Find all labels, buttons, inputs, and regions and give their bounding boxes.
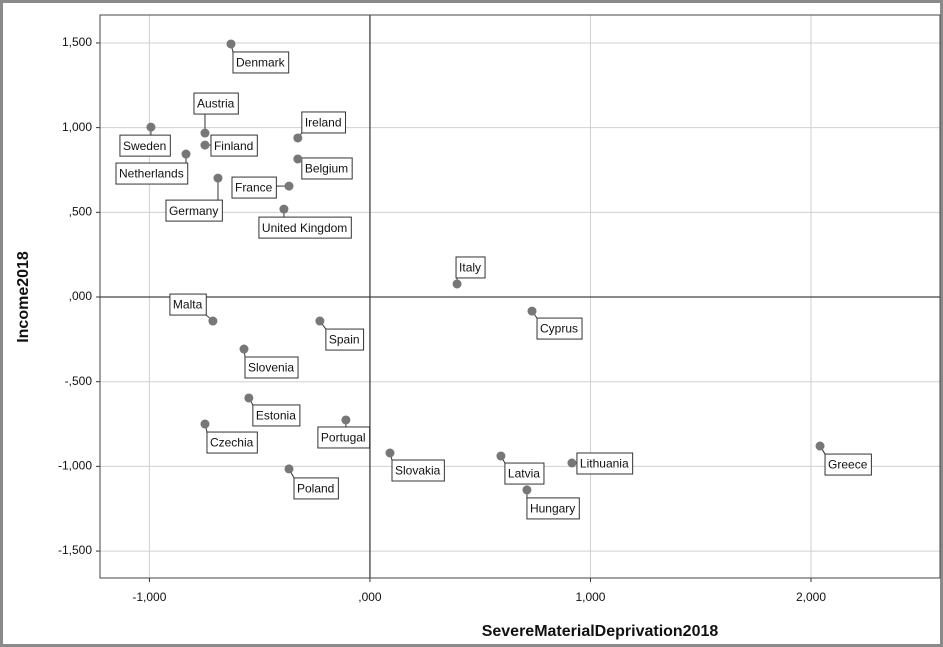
point [279,204,289,214]
y-tick-label: -1,500 [58,543,92,557]
point-label: Ireland [305,116,342,130]
point-label: Portugal [321,431,366,445]
y-tick-label: ,500 [69,204,93,218]
point [200,140,210,150]
label-box [391,459,445,482]
label-box [293,477,339,500]
y-tick-label: -1,000 [58,459,92,473]
point-label: Belgium [305,162,348,176]
point [239,344,249,354]
point [244,393,254,403]
label-box [455,256,486,279]
point [527,306,537,316]
point-label: France [235,181,273,195]
point [181,149,191,159]
point-label: Lithuania [580,457,629,471]
point-label: Sweden [123,139,166,153]
label-box [576,452,634,475]
point-label: Latvia [508,467,540,481]
point [496,451,506,461]
point [213,173,223,183]
x-tick-label: 2,000 [796,590,826,604]
label-box [536,317,583,340]
point-label: Hungary [530,502,575,516]
plot-frame [99,14,941,579]
point-label: Greece [828,458,868,472]
point-label: Malta [173,298,203,312]
point-label: Italy [459,261,481,275]
point [200,128,210,138]
label-box [301,157,353,180]
point-label: Germany [169,204,218,218]
point-label: United Kingdom [262,221,347,235]
label-box [165,199,223,222]
y-tick-label: 1,500 [62,35,92,49]
label-box [206,431,258,454]
point [284,181,294,191]
label-box [258,216,352,239]
label-box [526,497,580,520]
x-tick-label: 1,000 [575,590,605,604]
point-label: Poland [297,482,334,496]
point-label: Cyprus [540,322,578,336]
point [452,279,462,289]
point-label: Netherlands [119,167,184,181]
label-box [504,462,545,485]
point [315,316,325,326]
point [385,448,395,458]
point [146,122,156,132]
label-box [317,426,371,449]
point [200,419,210,429]
label-box [115,162,189,185]
point [522,485,532,495]
label-box [301,111,347,134]
point-label: Spain [329,333,360,347]
x-tick-label: -1,000 [132,590,166,604]
point-label: Denmark [236,56,286,70]
y-axis-title: Income2018 [15,251,32,343]
label-box [231,176,277,199]
label-box [244,356,299,379]
label-box [210,134,258,157]
point [341,415,351,425]
point [293,133,303,143]
point [208,316,218,326]
point-label: Czechia [210,436,254,450]
point [815,441,825,451]
label-box [325,328,365,351]
point-label: Estonia [256,409,296,423]
point-label: Slovenia [248,361,294,375]
y-tick-label: 1,000 [62,120,92,134]
x-axis-title: SevereMaterialDeprivation2018 [482,623,719,640]
y-tick-label: -,500 [65,374,93,388]
point [567,458,577,468]
x-tick-label: ,000 [358,590,382,604]
point-label: Slovakia [395,464,441,478]
label-box [169,293,207,316]
label-box [119,134,171,157]
label-box [193,92,239,115]
label-box [824,453,872,476]
point-label: Austria [197,97,235,111]
y-tick-label: ,000 [69,289,93,303]
point [293,154,303,164]
point-label: Finland [214,139,253,153]
point [226,39,236,49]
label-box [232,51,290,74]
label-box [252,404,301,427]
point [284,464,294,474]
